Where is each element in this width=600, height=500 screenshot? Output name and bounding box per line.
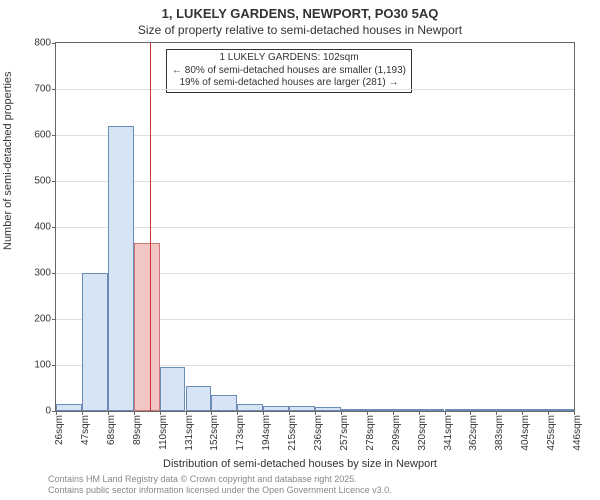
y-tick-label: 0	[11, 406, 56, 417]
chart-container: 1, LUKELY GARDENS, NEWPORT, PO30 5AQ Siz…	[0, 0, 600, 500]
y-tick-mark	[52, 227, 56, 228]
y-tick-label: 800	[11, 38, 56, 49]
x-tick-mark	[470, 411, 471, 415]
y-tick-label: 400	[11, 222, 56, 233]
x-axis-label: Distribution of semi-detached houses by …	[0, 458, 600, 470]
y-tick-label: 700	[11, 84, 56, 95]
histogram-bar	[56, 404, 82, 411]
histogram-bar	[419, 409, 445, 411]
x-tick-mark	[82, 411, 83, 415]
y-tick-mark	[52, 135, 56, 136]
histogram-bar	[263, 406, 289, 411]
y-tick-label: 100	[11, 360, 56, 371]
histogram-bar	[522, 409, 548, 411]
histogram-bar	[186, 386, 212, 411]
histogram-bar	[496, 409, 522, 411]
chart-subtitle: Size of property relative to semi-detach…	[0, 21, 600, 37]
chart-title: 1, LUKELY GARDENS, NEWPORT, PO30 5AQ	[0, 0, 600, 21]
attribution: Contains HM Land Registry data © Crown c…	[48, 474, 392, 496]
x-tick-mark	[574, 411, 575, 415]
x-tick-label: 173sqm	[235, 415, 246, 451]
attribution-line-1: Contains HM Land Registry data © Crown c…	[48, 474, 392, 485]
x-tick-mark	[160, 411, 161, 415]
y-tick-mark	[52, 365, 56, 366]
x-tick-label: 194sqm	[261, 415, 272, 451]
x-tick-mark	[186, 411, 187, 415]
histogram-bar	[445, 409, 471, 411]
x-tick-label: 446sqm	[572, 415, 583, 451]
histogram-bar	[470, 409, 496, 411]
histogram-bar	[315, 407, 341, 411]
x-tick-mark	[56, 411, 57, 415]
x-tick-label: 299sqm	[391, 415, 402, 451]
gridline	[56, 227, 574, 228]
x-tick-mark	[315, 411, 316, 415]
y-tick-mark	[52, 319, 56, 320]
x-tick-mark	[289, 411, 290, 415]
y-tick-label: 600	[11, 130, 56, 141]
x-tick-label: 257sqm	[339, 415, 350, 451]
plot-area: 1 LUKELY GARDENS: 102sqm ← 80% of semi-d…	[55, 42, 575, 412]
y-tick-label: 200	[11, 314, 56, 325]
x-tick-mark	[263, 411, 264, 415]
attribution-line-2: Contains public sector information licen…	[48, 485, 392, 496]
callout-box: 1 LUKELY GARDENS: 102sqm ← 80% of semi-d…	[166, 49, 412, 93]
histogram-bar	[160, 367, 186, 411]
x-tick-label: 341sqm	[443, 415, 454, 451]
x-tick-label: 404sqm	[520, 415, 531, 451]
callout-line-3: 19% of semi-detached houses are larger (…	[172, 77, 406, 90]
histogram-bar	[237, 404, 263, 411]
histogram-bar	[367, 409, 393, 411]
x-tick-label: 131sqm	[184, 415, 195, 451]
y-tick-mark	[52, 273, 56, 274]
x-tick-label: 320sqm	[417, 415, 428, 451]
histogram-bar	[341, 409, 367, 411]
y-tick-mark	[52, 181, 56, 182]
x-tick-mark	[419, 411, 420, 415]
histogram-bar	[108, 126, 134, 411]
x-tick-label: 110sqm	[158, 415, 169, 450]
gridline	[56, 89, 574, 90]
x-tick-mark	[341, 411, 342, 415]
x-tick-mark	[496, 411, 497, 415]
y-tick-label: 500	[11, 176, 56, 187]
x-tick-mark	[237, 411, 238, 415]
gridline	[56, 135, 574, 136]
x-tick-label: 89sqm	[132, 415, 143, 445]
x-tick-label: 152sqm	[209, 415, 220, 451]
callout-line-1: 1 LUKELY GARDENS: 102sqm	[172, 52, 406, 65]
x-tick-label: 215sqm	[287, 415, 298, 451]
y-tick-mark	[52, 43, 56, 44]
x-tick-label: 425sqm	[546, 415, 557, 451]
x-tick-mark	[445, 411, 446, 415]
x-tick-label: 68sqm	[106, 415, 117, 445]
x-tick-label: 47sqm	[80, 415, 91, 445]
histogram-bar	[82, 273, 108, 411]
x-tick-mark	[367, 411, 368, 415]
x-tick-label: 278sqm	[365, 415, 376, 451]
x-tick-mark	[211, 411, 212, 415]
x-tick-label: 236sqm	[313, 415, 324, 451]
marker-line	[150, 43, 151, 411]
callout-line-2: ← 80% of semi-detached houses are smalle…	[172, 65, 406, 78]
histogram-bar	[289, 406, 315, 411]
histogram-bar	[134, 243, 160, 411]
x-tick-label: 362sqm	[468, 415, 479, 451]
histogram-bar	[548, 409, 574, 411]
x-tick-mark	[108, 411, 109, 415]
histogram-bar	[211, 395, 237, 411]
x-tick-mark	[548, 411, 549, 415]
x-tick-mark	[522, 411, 523, 415]
y-tick-mark	[52, 89, 56, 90]
x-tick-mark	[393, 411, 394, 415]
x-tick-label: 26sqm	[54, 415, 65, 445]
x-tick-label: 383sqm	[494, 415, 505, 451]
gridline	[56, 181, 574, 182]
y-tick-label: 300	[11, 268, 56, 279]
histogram-bar	[393, 409, 419, 411]
x-tick-mark	[134, 411, 135, 415]
